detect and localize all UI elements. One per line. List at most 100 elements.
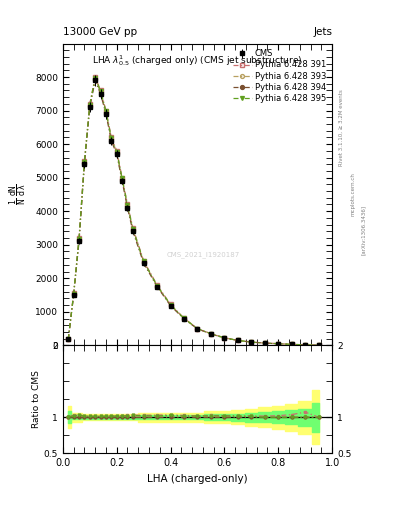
Pythia 6.428 394 (303, 342, 307, 348)
Pythia 6.428 394 (130, 228, 135, 234)
Pythia 6.428 391 (93, 74, 97, 80)
Pythia 6.428 391 (235, 337, 240, 344)
Pythia 6.428 391 (120, 175, 125, 181)
Pythia 6.428 391 (155, 282, 160, 288)
Text: Rivet 3.1.10, ≥ 3.2M events: Rivet 3.1.10, ≥ 3.2M events (339, 90, 344, 166)
Pythia 6.428 393 (303, 342, 307, 348)
Pythia 6.428 391 (289, 342, 294, 348)
Text: LHA $\lambda^1_{0.5}$ (charged only) (CMS jet substructure): LHA $\lambda^1_{0.5}$ (charged only) (CM… (92, 53, 303, 68)
Pythia 6.428 391 (209, 331, 213, 337)
Pythia 6.428 394 (141, 260, 146, 266)
Pythia 6.428 391 (82, 158, 87, 164)
Pythia 6.428 394 (235, 337, 240, 344)
Pythia 6.428 393 (77, 237, 81, 243)
Pythia 6.428 391 (104, 108, 108, 114)
Pythia 6.428 393 (316, 342, 321, 348)
Pythia 6.428 395 (303, 342, 307, 348)
Pythia 6.428 391 (130, 225, 135, 231)
Line: Pythia 6.428 393: Pythia 6.428 393 (66, 77, 321, 347)
Pythia 6.428 395 (182, 315, 186, 322)
Pythia 6.428 395 (141, 259, 146, 265)
Pythia 6.428 395 (276, 340, 281, 347)
Pythia 6.428 391 (276, 340, 281, 347)
Pythia 6.428 393 (109, 136, 114, 142)
Pythia 6.428 394 (155, 284, 160, 290)
Line: Pythia 6.428 395: Pythia 6.428 395 (66, 76, 321, 347)
Text: CMS_2021_I1920187: CMS_2021_I1920187 (166, 251, 239, 258)
Pythia 6.428 395 (222, 335, 227, 341)
Pythia 6.428 393 (141, 259, 146, 265)
Pythia 6.428 394 (77, 238, 81, 244)
Pythia 6.428 391 (98, 88, 103, 94)
Pythia 6.428 395 (263, 340, 267, 346)
Pythia 6.428 395 (120, 175, 125, 181)
Pythia 6.428 395 (66, 336, 71, 343)
Pythia 6.428 395 (168, 302, 173, 308)
Pythia 6.428 391 (141, 258, 146, 264)
Pythia 6.428 391 (263, 340, 267, 346)
Pythia 6.428 395 (77, 236, 81, 242)
Pythia 6.428 393 (114, 150, 119, 156)
Y-axis label: Ratio to CMS: Ratio to CMS (32, 370, 41, 428)
Pythia 6.428 395 (104, 108, 108, 114)
Pythia 6.428 393 (263, 340, 267, 346)
Pythia 6.428 393 (120, 176, 125, 182)
Pythia 6.428 395 (114, 148, 119, 155)
Pythia 6.428 395 (87, 101, 92, 108)
Pythia 6.428 394 (316, 342, 321, 348)
Pythia 6.428 393 (276, 340, 281, 347)
Pythia 6.428 393 (155, 283, 160, 289)
Line: Pythia 6.428 394: Pythia 6.428 394 (66, 78, 321, 347)
Y-axis label: $\mathregular{\frac{1}{N}\,\frac{dN}{d\,\lambda}}$: $\mathregular{\frac{1}{N}\,\frac{dN}{d\,… (8, 183, 29, 205)
Pythia 6.428 391 (71, 290, 76, 296)
Pythia 6.428 393 (130, 227, 135, 233)
Pythia 6.428 395 (316, 342, 321, 348)
Pythia 6.428 391 (182, 315, 186, 321)
Pythia 6.428 393 (209, 331, 213, 337)
Pythia 6.428 394 (168, 303, 173, 309)
Pythia 6.428 395 (130, 226, 135, 232)
Pythia 6.428 394 (209, 331, 213, 337)
Pythia 6.428 394 (71, 292, 76, 298)
Pythia 6.428 394 (87, 104, 92, 110)
Text: Jets: Jets (313, 28, 332, 37)
Pythia 6.428 393 (249, 339, 254, 345)
Pythia 6.428 395 (209, 331, 213, 337)
Pythia 6.428 391 (168, 302, 173, 308)
Pythia 6.428 391 (249, 339, 254, 345)
Pythia 6.428 395 (249, 339, 254, 345)
Pythia 6.428 395 (82, 159, 87, 165)
Pythia 6.428 394 (249, 339, 254, 345)
Pythia 6.428 395 (195, 326, 200, 332)
Pythia 6.428 395 (98, 88, 103, 94)
Pythia 6.428 395 (235, 337, 240, 344)
Pythia 6.428 391 (222, 335, 227, 341)
Pythia 6.428 394 (120, 178, 125, 184)
Pythia 6.428 394 (195, 326, 200, 332)
Pythia 6.428 393 (98, 89, 103, 95)
X-axis label: LHA (charged-only): LHA (charged-only) (147, 474, 248, 483)
Pythia 6.428 393 (93, 76, 97, 82)
Pythia 6.428 394 (82, 161, 87, 167)
Pythia 6.428 393 (125, 203, 130, 209)
Pythia 6.428 391 (125, 201, 130, 207)
Text: 13000 GeV pp: 13000 GeV pp (63, 28, 137, 37)
Pythia 6.428 394 (263, 340, 267, 346)
Pythia 6.428 394 (125, 205, 130, 211)
Pythia 6.428 391 (77, 235, 81, 241)
Pythia 6.428 394 (114, 151, 119, 157)
Pythia 6.428 393 (87, 102, 92, 109)
Pythia 6.428 393 (195, 326, 200, 332)
Pythia 6.428 391 (66, 336, 71, 343)
Pythia 6.428 393 (182, 315, 186, 322)
Pythia 6.428 395 (71, 291, 76, 297)
Pythia 6.428 391 (316, 342, 321, 348)
Pythia 6.428 391 (109, 134, 114, 140)
Pythia 6.428 393 (82, 160, 87, 166)
Legend: CMS, Pythia 6.428 391, Pythia 6.428 393, Pythia 6.428 394, Pythia 6.428 395: CMS, Pythia 6.428 391, Pythia 6.428 393,… (231, 48, 328, 104)
Pythia 6.428 393 (168, 302, 173, 308)
Pythia 6.428 393 (71, 291, 76, 297)
Pythia 6.428 395 (155, 283, 160, 289)
Pythia 6.428 391 (114, 148, 119, 154)
Pythia 6.428 394 (104, 111, 108, 117)
